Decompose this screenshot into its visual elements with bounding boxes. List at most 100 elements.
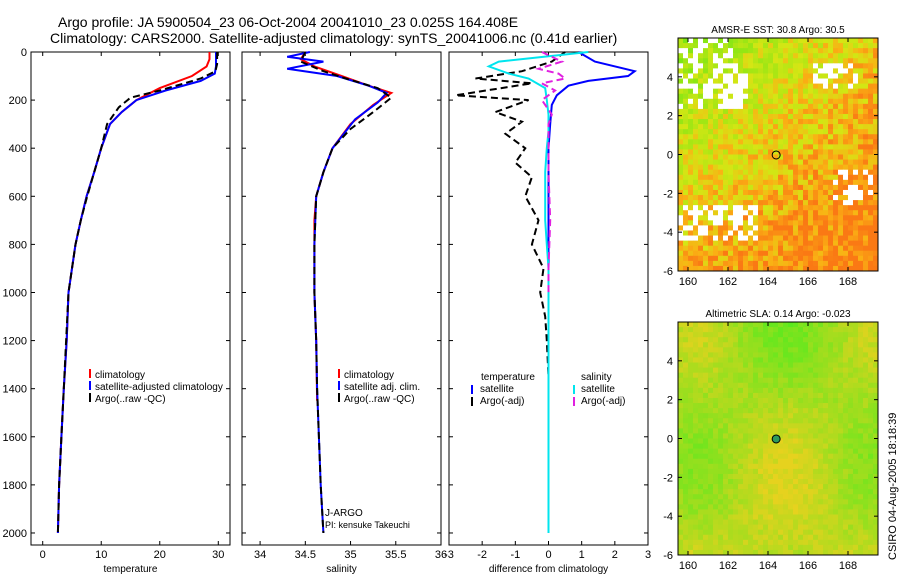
- map-cell: [788, 514, 794, 520]
- map-cell: [783, 230, 789, 236]
- map-cell: [738, 124, 744, 130]
- map-cell: [733, 514, 739, 520]
- map-cell: [758, 144, 764, 150]
- map-cell: [693, 68, 699, 74]
- map-cell: [848, 154, 854, 160]
- map-cell: [848, 387, 854, 394]
- map-cell: [818, 347, 824, 353]
- map-cell: [778, 103, 784, 110]
- map-cell: [778, 154, 784, 160]
- map-cell: [853, 544, 859, 551]
- map-cell: [698, 260, 704, 267]
- map-cell: [798, 58, 804, 64]
- map-cell: [743, 215, 749, 221]
- map-cell: [763, 468, 769, 475]
- map-cell: [813, 463, 819, 470]
- map-cell: [863, 53, 869, 59]
- map-cell: [808, 453, 814, 460]
- map-cell: [798, 514, 804, 520]
- map-cell: [763, 352, 769, 358]
- map-cell: [778, 463, 784, 470]
- map-cell: [813, 83, 819, 90]
- map-cell: [718, 174, 724, 181]
- map-cell: [688, 73, 694, 79]
- map-cell: [778, 48, 784, 54]
- map-cell: [753, 534, 759, 541]
- map-cell: [803, 362, 809, 368]
- map-cell: [733, 225, 739, 231]
- map-cell: [803, 38, 809, 44]
- x-tick-label: 3: [645, 549, 651, 561]
- map-cell: [723, 352, 729, 358]
- map-cell: [708, 342, 714, 348]
- map-cell: [678, 179, 684, 186]
- map-cell: [863, 93, 869, 100]
- map-cell: [848, 423, 854, 429]
- map-cell: [738, 352, 744, 358]
- map-cell: [768, 129, 774, 135]
- map-cell: [813, 43, 819, 49]
- map-cell: [723, 423, 729, 429]
- map-cell: [858, 458, 864, 465]
- map-cell: [688, 443, 694, 450]
- map-cell: [708, 524, 714, 531]
- map-cell: [683, 352, 689, 358]
- y-tick-label: 1000: [3, 287, 27, 299]
- map-cell: [808, 250, 814, 257]
- map-cell: [798, 418, 804, 424]
- map-cell: [823, 169, 829, 176]
- map-cell: [788, 322, 794, 328]
- map-cell: [853, 479, 859, 485]
- map-cell: [818, 144, 824, 150]
- map-cell: [728, 428, 734, 434]
- map-cell: [818, 134, 824, 140]
- map-cell: [843, 443, 849, 450]
- map-cell: [788, 63, 794, 69]
- map-cell: [823, 164, 829, 171]
- map-cell: [723, 489, 729, 495]
- map-cell: [798, 423, 804, 429]
- map-cell: [783, 98, 789, 105]
- map-cell: [858, 83, 864, 90]
- map-cell: [763, 392, 769, 399]
- map-cell: [828, 58, 834, 64]
- map-cell: [818, 357, 824, 363]
- map-cell: [823, 372, 829, 379]
- map-cell: [768, 260, 774, 267]
- map-cell: [823, 549, 829, 556]
- map-cell: [808, 149, 814, 155]
- map-cell: [743, 408, 749, 414]
- map-cell: [688, 169, 694, 176]
- map-cell: [723, 255, 729, 262]
- map-cell: [723, 499, 729, 505]
- map-cell: [758, 73, 764, 79]
- map-cell: [768, 83, 774, 90]
- map-cell: [833, 184, 839, 191]
- map-cell: [833, 48, 839, 54]
- map-cell: [678, 200, 684, 206]
- map-cell: [748, 174, 754, 181]
- map-cell: [863, 392, 869, 399]
- map-cell: [688, 413, 694, 419]
- map-cell: [688, 205, 694, 211]
- map-cell: [778, 255, 784, 262]
- map-cell: [793, 255, 799, 262]
- map-cell: [733, 189, 739, 196]
- map-cell: [768, 98, 774, 105]
- map-cell: [873, 124, 879, 130]
- map-cell: [863, 174, 869, 181]
- map-cell: [713, 514, 719, 520]
- map-cell: [743, 403, 749, 409]
- x-tick-label: 2: [612, 549, 618, 561]
- map-cell: [698, 265, 704, 272]
- map-cell: [803, 322, 809, 328]
- map-cell: [793, 448, 799, 455]
- map-cell: [678, 392, 684, 399]
- map-cell: [833, 387, 839, 394]
- map-cell: [853, 514, 859, 520]
- map-cell: [763, 255, 769, 262]
- map-cell: [773, 534, 779, 541]
- map-cell: [718, 184, 724, 191]
- map-cell: [728, 387, 734, 394]
- map-cell: [753, 408, 759, 414]
